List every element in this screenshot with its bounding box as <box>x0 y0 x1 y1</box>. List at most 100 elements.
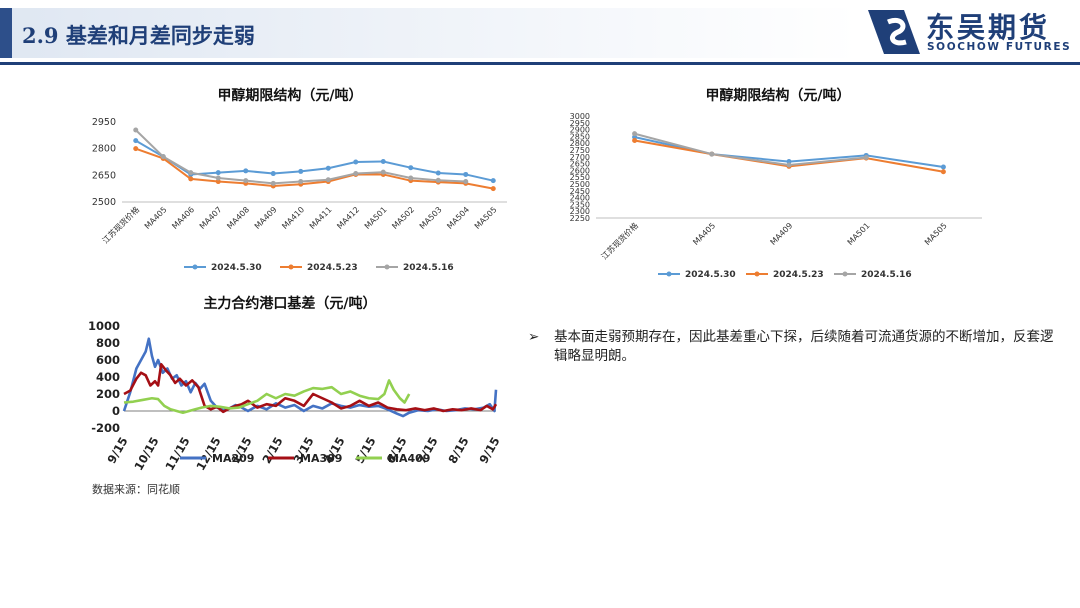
y-tick-label: 2700 <box>570 153 590 162</box>
data-point <box>408 175 414 181</box>
x-tick-label: MA405 <box>691 221 717 247</box>
y-tick-label: 2950 <box>92 117 116 128</box>
y-tick-label: 2250 <box>570 214 590 223</box>
legend-label: MA409 <box>388 452 430 465</box>
data-point <box>188 170 194 176</box>
x-tick-label: MA505 <box>923 221 949 247</box>
data-point <box>380 158 386 164</box>
x-tick-label: MA406 <box>170 205 196 231</box>
y-tick-label: 2450 <box>570 187 590 196</box>
series-line-2024.5.23 <box>135 147 494 190</box>
data-point <box>243 178 249 184</box>
legend-marker <box>288 264 294 270</box>
legend-label: MA309 <box>300 452 342 465</box>
legend-label: 2024.5.16 <box>403 263 454 273</box>
y-tick-label: 2500 <box>92 197 116 208</box>
x-tick-label: 10/15 <box>131 435 161 473</box>
y-tick-label: 2400 <box>570 194 590 203</box>
legend-marker <box>192 264 198 270</box>
y-tick-label: 600 <box>96 353 120 367</box>
y-tick-label: 0 <box>112 404 120 418</box>
data-point <box>490 178 496 184</box>
data-point <box>709 151 715 157</box>
data-source: 数据来源：同花顺 <box>92 483 180 496</box>
legend-label: 2024.5.30 <box>685 270 736 280</box>
x-tick-label: 5/15 <box>352 435 378 466</box>
data-point <box>188 176 194 182</box>
header-divider <box>0 62 1080 65</box>
term-structure-chart-right: 甲醇期限结构（元/吨） 2250230023502400245025002550… <box>570 87 982 280</box>
data-point <box>215 179 221 185</box>
x-tick-label: 江苏现货价格 <box>599 220 640 261</box>
y-tick-label: 2850 <box>570 132 590 141</box>
x-tick-label: MA409 <box>253 205 279 231</box>
x-tick-label: MA410 <box>280 205 306 231</box>
bullet-text: 基本面走弱预期存在，因此基差重心下探，后续随着可流通货源的不断增加，反套逻辑略显… <box>554 329 1054 364</box>
data-point <box>133 146 139 152</box>
y-tick-label: 400 <box>96 370 120 384</box>
x-tick-label: MA412 <box>335 205 361 231</box>
y-tick-label: 3000 <box>570 112 590 121</box>
chart-title: 甲醇期限结构（元/吨） <box>217 87 362 104</box>
chart-title: 甲醇期限结构（元/吨） <box>705 87 850 104</box>
x-tick-label: 8/15 <box>445 435 471 466</box>
y-tick-label: 2500 <box>570 180 590 189</box>
x-tick-label: MA504 <box>445 205 471 231</box>
data-point <box>863 154 869 160</box>
x-tick-label: MA501 <box>846 221 872 247</box>
x-tick-label: MA405 <box>143 205 169 231</box>
legend-label: 2024.5.30 <box>211 263 262 273</box>
page-title: 2.9 基差和月差同步走弱 <box>22 23 255 48</box>
data-point <box>325 177 331 183</box>
x-tick-label: 2/15 <box>259 435 285 466</box>
data-point <box>243 168 249 174</box>
data-point <box>940 164 946 170</box>
data-point <box>435 170 441 176</box>
data-point <box>353 159 359 165</box>
x-tick-label: 江苏现货价格 <box>100 204 141 245</box>
x-tick-label: MA501 <box>363 205 389 231</box>
data-point <box>940 169 946 175</box>
legend-label: 2024.5.16 <box>861 270 912 280</box>
series-line-MA409 <box>123 379 411 414</box>
legend-marker <box>384 264 390 270</box>
x-tick-label: MA502 <box>390 205 416 231</box>
data-point <box>298 179 304 185</box>
series-line-MA309 <box>123 362 498 414</box>
series-line-2024.5.16 <box>634 132 867 166</box>
chart-title: 主力合约港口基差（元/吨） <box>203 295 376 312</box>
data-point <box>463 179 469 185</box>
x-tick-label: MA503 <box>418 205 444 231</box>
series-line-MA209 <box>122 337 498 418</box>
data-point <box>786 162 792 168</box>
y-tick-label: 2950 <box>570 119 590 128</box>
data-point <box>298 168 304 174</box>
x-tick-label: MA411 <box>308 205 334 231</box>
y-tick-label: 2800 <box>92 144 116 155</box>
y-tick-label: 2900 <box>570 126 590 135</box>
data-point <box>353 171 359 177</box>
legend-marker <box>842 271 848 277</box>
data-point <box>632 131 638 137</box>
page-header: 2.9 基差和月差同步走弱 东吴期货 SOOCHOW FUTURES <box>0 0 1080 65</box>
data-point <box>463 171 469 177</box>
y-tick-label: -200 <box>91 421 120 435</box>
logo-english: SOOCHOW FUTURES <box>927 41 1072 53</box>
data-point <box>380 169 386 175</box>
x-tick-label: 11/15 <box>162 435 192 473</box>
y-tick-label: 2550 <box>570 173 590 182</box>
x-tick-label: MA407 <box>198 205 224 231</box>
data-point <box>408 165 414 171</box>
data-point <box>215 175 221 181</box>
soochow-logo-icon <box>868 10 920 54</box>
y-tick-label: 2300 <box>570 207 590 216</box>
x-tick-label: MA409 <box>768 221 794 247</box>
data-point <box>435 177 441 183</box>
data-point <box>490 186 496 192</box>
data-point <box>632 137 638 143</box>
y-tick-label: 2800 <box>570 139 590 148</box>
y-tick-label: 800 <box>96 336 120 350</box>
data-point <box>133 127 139 133</box>
